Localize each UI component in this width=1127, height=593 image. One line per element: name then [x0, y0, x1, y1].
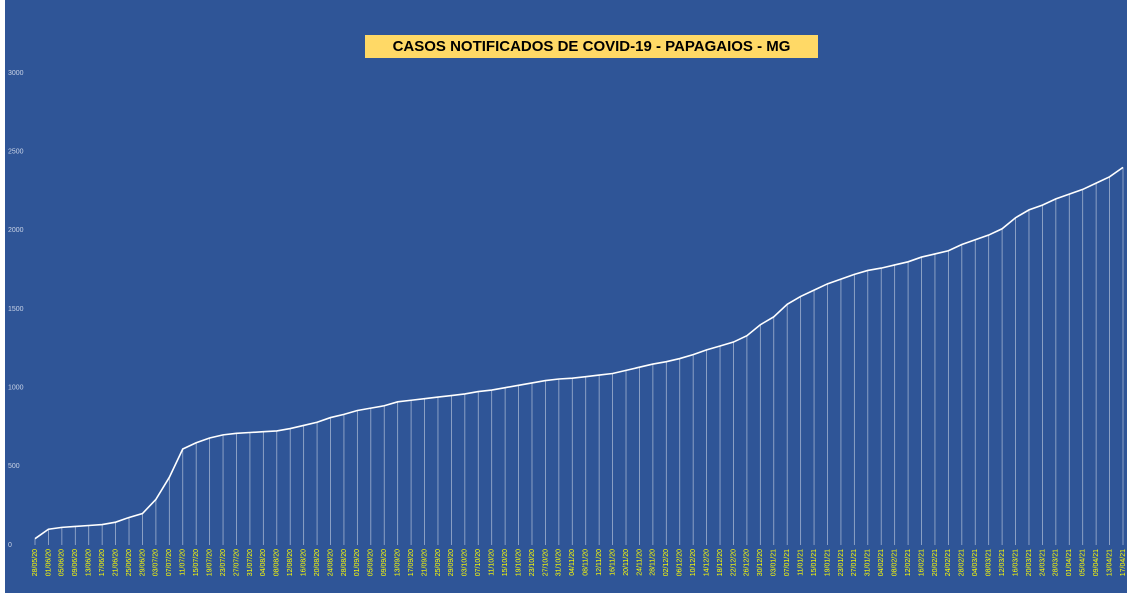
x-tick-label: 20/03/21 [1026, 549, 1033, 576]
x-tick-label: 24/08/20 [327, 549, 334, 576]
x-tick-label: 03/07/20 [153, 549, 160, 576]
x-tick-label: 16/08/20 [300, 549, 307, 576]
x-tick-label: 05/06/20 [59, 549, 66, 576]
x-tick-label: 11/01/21 [797, 549, 804, 576]
x-tick-label: 16/02/21 [918, 549, 925, 576]
x-tick-label: 29/09/20 [448, 549, 455, 576]
y-tick-label: 3000 [8, 70, 24, 77]
x-tick-label: 23/07/20 [220, 549, 227, 576]
x-tick-label: 16/11/20 [609, 549, 616, 576]
x-tick-label: 24/11/20 [636, 549, 643, 576]
y-tick-label: 500 [8, 463, 20, 470]
x-tick-label: 02/12/20 [663, 549, 670, 576]
x-tick-label: 15/10/20 [502, 549, 509, 576]
x-tick-label: 11/07/20 [180, 549, 187, 576]
x-tick-label: 25/09/20 [435, 549, 442, 576]
x-tick-label: 28/02/21 [959, 549, 966, 576]
y-tick-label: 2500 [8, 149, 24, 156]
x-tick-label: 28/05/20 [32, 549, 39, 576]
x-tick-label: 23/01/21 [838, 549, 845, 576]
x-tick-label: 12/03/21 [999, 549, 1006, 576]
x-tick-label: 19/07/20 [206, 549, 213, 576]
x-tick-label: 09/09/20 [381, 549, 388, 576]
x-tick-label: 26/12/20 [744, 549, 751, 576]
x-tick-label: 08/08/20 [274, 549, 281, 576]
x-tick-label: 05/09/20 [368, 549, 375, 576]
x-tick-label: 22/12/20 [730, 549, 737, 576]
x-tick-label: 07/10/20 [475, 549, 482, 576]
plot-background [5, 0, 1127, 593]
x-tick-label: 28/03/21 [1053, 549, 1060, 576]
x-tick-label: 12/11/20 [596, 549, 603, 576]
x-tick-label: 11/10/20 [489, 549, 496, 576]
x-tick-label: 20/11/20 [623, 549, 630, 576]
x-tick-label: 15/07/20 [193, 549, 200, 576]
x-tick-label: 14/12/20 [703, 549, 710, 576]
y-tick-label: 0 [8, 542, 12, 549]
x-tick-label: 20/08/20 [314, 549, 321, 576]
x-tick-label: 08/03/21 [986, 549, 993, 576]
x-tick-label: 08/02/21 [891, 549, 898, 576]
x-tick-label: 19/10/20 [515, 549, 522, 576]
x-tick-label: 01/06/20 [45, 549, 52, 576]
x-tick-label: 16/03/21 [1012, 549, 1019, 576]
x-tick-label: 12/02/21 [905, 549, 912, 576]
y-tick-label: 1500 [8, 306, 24, 313]
x-tick-label: 17/09/20 [408, 549, 415, 576]
x-tick-label: 05/04/21 [1080, 549, 1087, 576]
x-tick-label: 07/01/21 [784, 549, 791, 576]
x-tick-label: 28/11/20 [650, 549, 657, 576]
x-tick-label: 08/11/20 [583, 549, 590, 576]
x-tick-label: 23/10/20 [529, 549, 536, 576]
x-tick-label: 27/07/20 [233, 549, 240, 576]
x-tick-label: 30/12/20 [757, 549, 764, 576]
x-tick-label: 04/02/21 [878, 549, 885, 576]
series-line [34, 166, 1124, 540]
x-tick-label: 20/02/21 [932, 549, 939, 576]
x-tick-label: 13/06/20 [86, 549, 93, 576]
x-tick-label: 31/10/20 [556, 549, 563, 576]
x-tick-label: 09/06/20 [72, 549, 79, 576]
x-tick-label: 13/04/21 [1106, 549, 1113, 576]
x-tick-label: 03/01/21 [771, 549, 778, 576]
x-tick-label: 01/04/21 [1066, 549, 1073, 576]
x-tick-label: 25/06/20 [126, 549, 133, 576]
x-tick-label: 17/04/21 [1120, 549, 1127, 576]
x-tick-label: 03/10/20 [462, 549, 469, 576]
x-tick-label: 04/11/20 [569, 549, 576, 576]
x-tick-label: 12/08/20 [287, 549, 294, 576]
x-tick-label: 18/12/20 [717, 549, 724, 576]
x-tick-label: 21/09/20 [421, 549, 428, 576]
x-tick-label: 06/12/20 [677, 549, 684, 576]
x-tick-label: 24/02/21 [945, 549, 952, 576]
x-tick-label: 01/09/20 [354, 549, 361, 576]
x-tick-label: 29/06/20 [139, 549, 146, 576]
x-tick-label: 21/06/20 [112, 549, 119, 576]
x-tick-label: 04/08/20 [260, 549, 267, 576]
y-tick-label: 1000 [8, 385, 24, 392]
x-tick-label: 04/03/21 [972, 549, 979, 576]
x-tick-label: 31/07/20 [247, 549, 254, 576]
x-tick-label: 19/01/21 [824, 549, 831, 576]
x-tick-label: 09/04/21 [1093, 549, 1100, 576]
x-tick-label: 10/12/20 [690, 549, 697, 576]
x-tick-label: 28/08/20 [341, 549, 348, 576]
x-tick-label: 07/07/20 [166, 549, 173, 576]
x-tick-label: 13/09/20 [395, 549, 402, 576]
y-tick-label: 2000 [8, 227, 24, 234]
x-tick-label: 15/01/21 [811, 549, 818, 576]
chart-title: CASOS NOTIFICADOS DE COVID-19 - PAPAGAIO… [365, 35, 818, 58]
x-tick-label: 31/01/21 [865, 549, 872, 576]
x-tick-label: 24/03/21 [1039, 549, 1046, 576]
x-tick-label: 27/10/20 [542, 549, 549, 576]
x-tick-label: 27/01/21 [851, 549, 858, 576]
x-tick-label: 17/06/20 [99, 549, 106, 576]
